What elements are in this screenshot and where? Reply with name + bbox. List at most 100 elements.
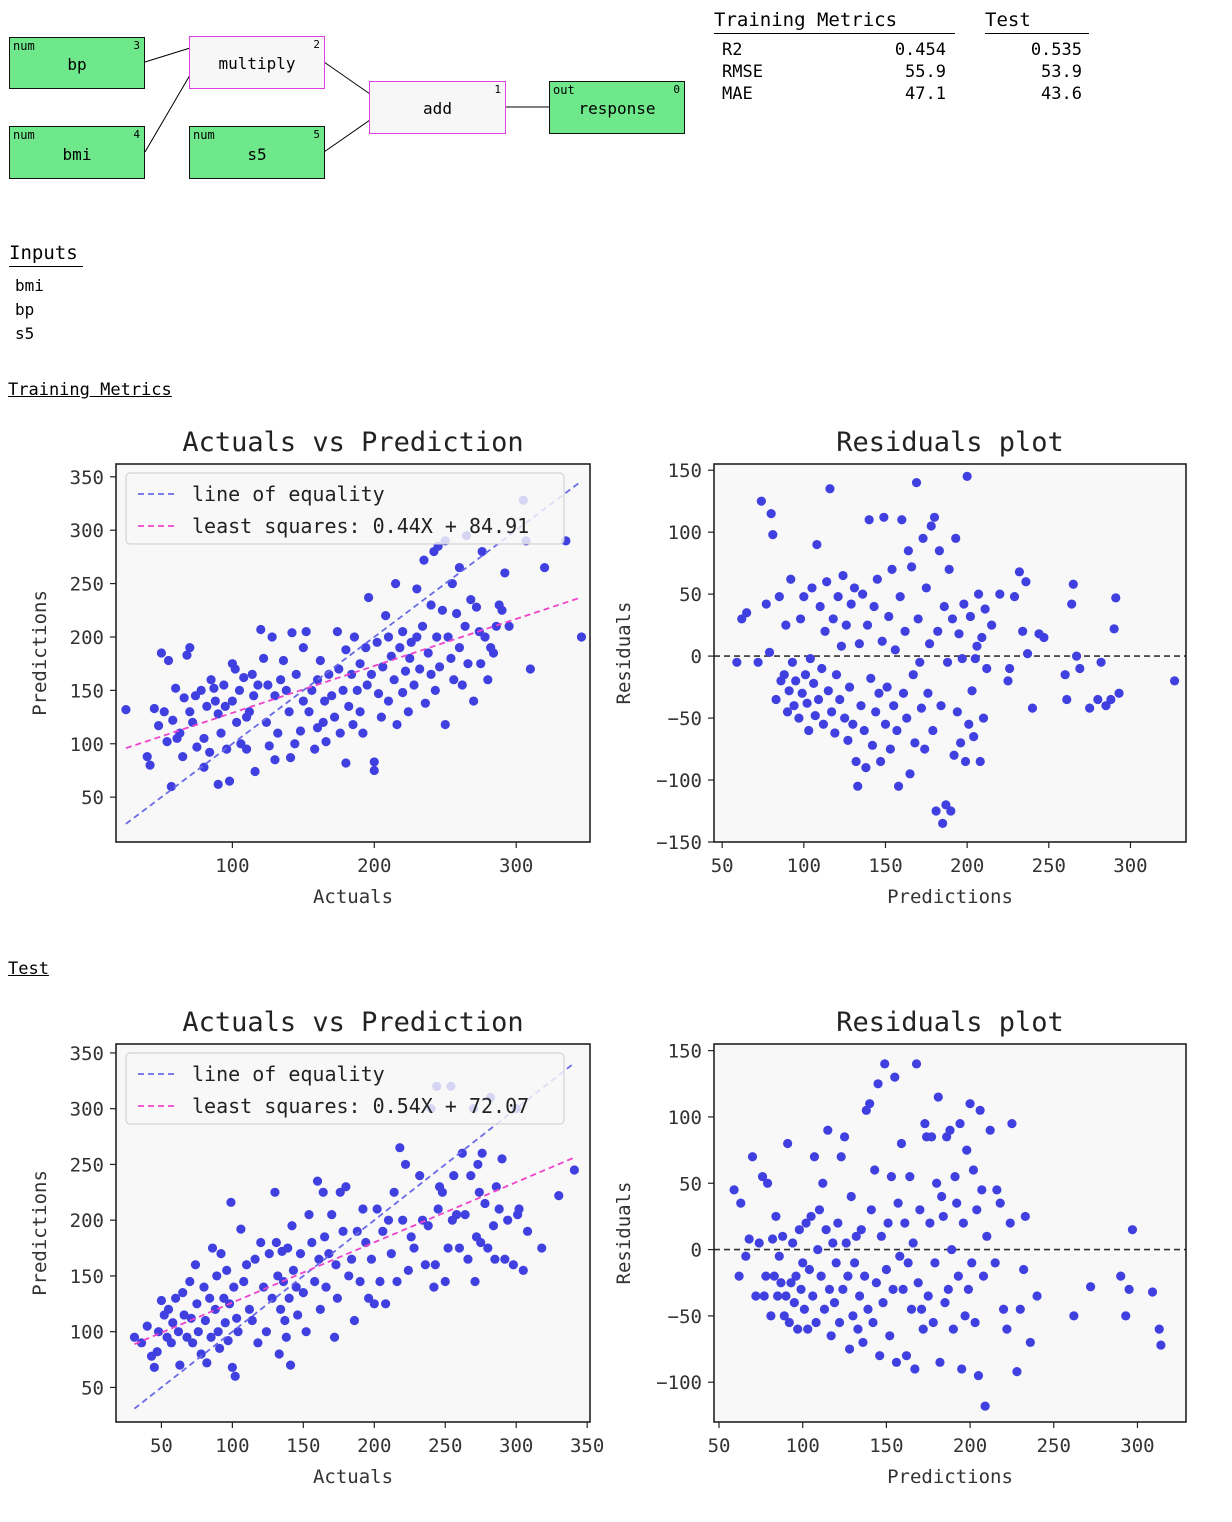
node-label: bp xyxy=(67,55,87,74)
data-point xyxy=(216,728,226,738)
data-point xyxy=(327,1210,337,1220)
data-point xyxy=(398,1215,408,1225)
chart-title: Actuals vs Prediction xyxy=(182,1007,523,1038)
data-point xyxy=(830,728,840,738)
data-point xyxy=(315,655,325,666)
data-point xyxy=(853,1324,863,1334)
equality-line xyxy=(133,1062,575,1410)
data-point xyxy=(419,555,429,565)
data-point xyxy=(460,621,470,631)
data-point xyxy=(829,1298,840,1308)
graph-edges xyxy=(144,47,550,153)
y-tick-label: −100 xyxy=(656,1372,702,1394)
data-point xyxy=(239,672,249,683)
data-point xyxy=(826,707,837,717)
x-tick-label: 300 xyxy=(1120,1435,1154,1457)
data-point xyxy=(369,757,379,767)
data-point xyxy=(878,1298,888,1308)
data-point xyxy=(159,707,169,717)
y-tick-label: −150 xyxy=(656,832,702,854)
data-point xyxy=(867,740,878,750)
data-point xyxy=(767,1234,778,1244)
data-point xyxy=(403,707,413,717)
node-s5[interactable]: num 5 s5 xyxy=(189,126,325,179)
data-point xyxy=(849,583,860,593)
data-point xyxy=(891,1357,902,1367)
data-point xyxy=(967,1258,977,1268)
legend-label: line of equality xyxy=(192,482,385,506)
chart-title: Residuals plot xyxy=(836,427,1064,458)
data-point xyxy=(477,1148,487,1158)
data-point xyxy=(795,614,806,624)
data-point xyxy=(779,1311,789,1321)
data-point xyxy=(192,1299,202,1309)
data-point xyxy=(503,1215,513,1225)
data-point xyxy=(848,719,858,729)
data-point xyxy=(810,710,820,721)
metric-train-value: 47.1 xyxy=(905,84,946,104)
data-point xyxy=(244,1304,255,1314)
data-point xyxy=(178,1288,188,1298)
data-point xyxy=(446,653,456,663)
data-point xyxy=(875,756,886,767)
data-point xyxy=(937,1191,947,1202)
data-point xyxy=(973,589,984,599)
node-bp[interactable]: num 3 bp xyxy=(9,37,145,89)
data-point xyxy=(789,701,799,711)
data-point xyxy=(856,701,866,711)
data-point xyxy=(902,713,912,723)
data-point xyxy=(383,1215,394,1225)
data-point xyxy=(188,1338,198,1348)
data-point xyxy=(454,643,465,653)
data-point xyxy=(779,670,789,680)
data-point xyxy=(423,648,433,658)
metric-train-value: 55.9 xyxy=(905,62,946,82)
metrics-test-header: Test xyxy=(985,9,1031,31)
data-point xyxy=(778,1231,788,1241)
data-point xyxy=(742,608,752,618)
data-point xyxy=(129,1332,140,1342)
x-axis-label: Actuals xyxy=(313,886,393,908)
data-point xyxy=(820,626,830,636)
metric-name: MAE xyxy=(722,84,753,104)
data-point xyxy=(483,675,493,685)
data-point xyxy=(569,1165,579,1175)
data-point xyxy=(156,648,167,658)
data-point xyxy=(903,1258,913,1268)
inputs-heading: Inputs xyxy=(9,242,78,264)
data-point xyxy=(814,1205,825,1215)
data-point xyxy=(398,687,408,698)
data-point xyxy=(199,733,209,744)
data-point xyxy=(766,1311,776,1321)
data-point xyxy=(1154,1324,1164,1334)
data-point xyxy=(378,1226,388,1236)
node-multiply[interactable]: 2 multiply xyxy=(189,36,325,89)
node-response[interactable]: out 0 response xyxy=(549,81,685,134)
data-point xyxy=(873,1079,883,1089)
data-point xyxy=(965,611,976,622)
input-item: s5 xyxy=(15,324,35,343)
x-tick-label: 100 xyxy=(786,1435,820,1457)
data-point xyxy=(848,1311,858,1321)
data-point xyxy=(270,755,280,765)
data-point xyxy=(911,1059,922,1069)
data-point xyxy=(213,1327,223,1337)
data-point xyxy=(437,605,448,615)
data-point xyxy=(256,624,266,635)
data-point xyxy=(960,1311,970,1321)
data-point xyxy=(851,1231,861,1241)
y-tick-label: 100 xyxy=(668,1107,702,1129)
data-point xyxy=(219,680,229,690)
data-point xyxy=(383,696,394,706)
data-point xyxy=(804,1264,815,1275)
node-add[interactable]: 1 add xyxy=(369,81,506,134)
node-index: 0 xyxy=(673,83,680,96)
node-bmi[interactable]: num 4 bmi xyxy=(9,126,145,179)
data-point xyxy=(276,675,286,685)
data-point xyxy=(163,1304,174,1314)
data-point xyxy=(887,564,897,574)
data-point xyxy=(287,628,297,638)
data-point xyxy=(826,1331,836,1341)
data-point xyxy=(381,611,391,621)
data-point xyxy=(784,1317,794,1328)
